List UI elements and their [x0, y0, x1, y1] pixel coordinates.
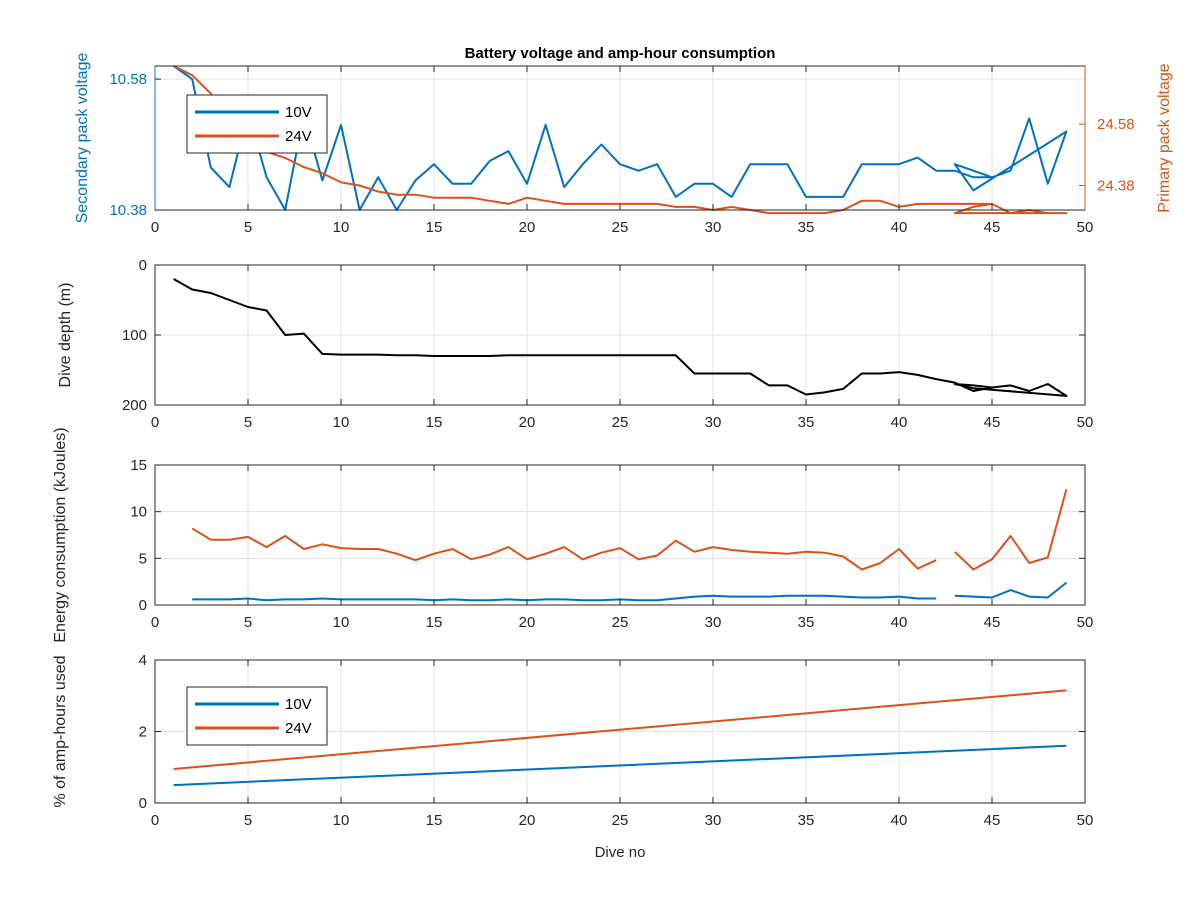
x-tick-label: 50 — [1077, 219, 1094, 236]
y-axis-label: Energy consumption (kJoules) — [52, 427, 69, 642]
y-tick-label: 200 — [122, 397, 147, 414]
series-group — [173, 689, 1067, 787]
x-tick-label: 15 — [426, 414, 443, 431]
series-line-depth — [173, 278, 1068, 397]
x-tick-label: 45 — [984, 414, 1001, 431]
x-tick-label: 5 — [244, 614, 252, 631]
x-tick-label: 10 — [333, 812, 350, 829]
legend-label: 24V — [285, 128, 312, 145]
panel-4: 0 5 10 15 20 25 30 35 40 45 50 0 2 4 % of amp-hours us… — [52, 652, 1093, 861]
x-tick-label: 25 — [612, 414, 629, 431]
y-tick-label: 15 — [130, 457, 147, 474]
legend-box — [186, 94, 328, 154]
x-tick-label: 5 — [244, 414, 252, 431]
panel-3: 0 5 10 15 20 25 30 35 40 45 50 0 5 10 15 Energy consump… — [52, 427, 1093, 642]
x-tick-label: 25 — [612, 614, 629, 631]
x-tick-label: 5 — [244, 812, 252, 829]
series-line-10v — [173, 65, 1068, 211]
x-tick-label: 10 — [333, 219, 350, 236]
series-group — [173, 65, 1068, 215]
panel-1: 0 5 10 15 20 25 30 35 40 45 50 10.38 10.58 24.38 24.58… — [74, 53, 1173, 236]
x-tick-label: 0 — [151, 812, 159, 829]
x-tick-label: 0 — [151, 614, 159, 631]
x-tick-label: 35 — [798, 812, 815, 829]
y-tick-label: 0 — [139, 257, 147, 274]
x-tick-label: 50 — [1077, 812, 1094, 829]
x-tick-label: 20 — [519, 812, 536, 829]
x-tick-label: 35 — [798, 614, 815, 631]
y-tick-label: 0 — [139, 795, 147, 812]
x-tick-label: 40 — [891, 614, 908, 631]
x-tick-label: 50 — [1077, 614, 1094, 631]
panel-2: 0 5 10 15 20 25 30 35 40 45 50 0 100 200 Dive depth (m… — [57, 257, 1093, 431]
y-tick-label: 4 — [139, 652, 147, 669]
series-line-24v — [191, 489, 1068, 571]
x-tick-label: 35 — [798, 414, 815, 431]
x-axis-label: Dive no — [595, 844, 646, 861]
y-axis-label: % of amp-hours used — [52, 655, 69, 807]
legend-label: 10V — [285, 104, 312, 121]
x-tick-label: 30 — [705, 812, 722, 829]
series-line-24v — [173, 689, 1067, 770]
x-tick-label: 5 — [244, 219, 252, 236]
x-tick-label: 15 — [426, 219, 443, 236]
y-axis-label: Dive depth (m) — [57, 283, 74, 388]
y-tick-label: 10.38 — [109, 202, 147, 219]
legend-label: 24V — [285, 720, 312, 737]
x-tick-label: 30 — [705, 219, 722, 236]
x-tick-label: 0 — [151, 219, 159, 236]
x-tick-label: 20 — [519, 219, 536, 236]
y-tick-label: 2 — [139, 724, 147, 741]
x-tick-label: 40 — [891, 414, 908, 431]
chart-title: Battery voltage and amp-hour consumption — [465, 45, 776, 62]
x-tick-label: 20 — [519, 614, 536, 631]
x-tick-label: 15 — [426, 614, 443, 631]
series-group — [191, 489, 1068, 602]
y-tick-label: 10.58 — [109, 71, 147, 88]
y-tick-label: 0 — [139, 597, 147, 614]
x-tick-label: 30 — [705, 614, 722, 631]
x-tick-label: 30 — [705, 414, 722, 431]
y-tick-label: 100 — [122, 327, 147, 344]
x-tick-label: 45 — [984, 219, 1001, 236]
series-line-10v — [173, 744, 1067, 787]
x-tick-label: 50 — [1077, 414, 1094, 431]
legend-box — [186, 686, 328, 746]
x-tick-label: 45 — [984, 812, 1001, 829]
y-tick-label-right: 24.38 — [1097, 177, 1135, 194]
series-line-10v — [192, 581, 1068, 602]
y-tick-label: 10 — [130, 504, 147, 521]
series-line-24v — [173, 65, 1068, 215]
x-tick-label: 25 — [612, 812, 629, 829]
y-axis-label-right: Primary pack voltage — [1156, 63, 1173, 212]
x-tick-label: 20 — [519, 414, 536, 431]
x-tick-label: 0 — [151, 414, 159, 431]
x-tick-label: 25 — [612, 219, 629, 236]
series-group — [173, 278, 1068, 397]
legend-label: 10V — [285, 696, 312, 713]
y-axis-label: Secondary pack voltage — [74, 53, 91, 224]
x-tick-label: 10 — [333, 414, 350, 431]
x-tick-label: 35 — [798, 219, 815, 236]
x-tick-label: 45 — [984, 614, 1001, 631]
x-tick-label: 40 — [891, 219, 908, 236]
y-tick-label: 5 — [139, 550, 147, 567]
x-tick-label: 40 — [891, 812, 908, 829]
x-tick-label: 15 — [426, 812, 443, 829]
y-tick-label-right: 24.58 — [1097, 116, 1135, 133]
x-tick-label: 10 — [333, 614, 350, 631]
